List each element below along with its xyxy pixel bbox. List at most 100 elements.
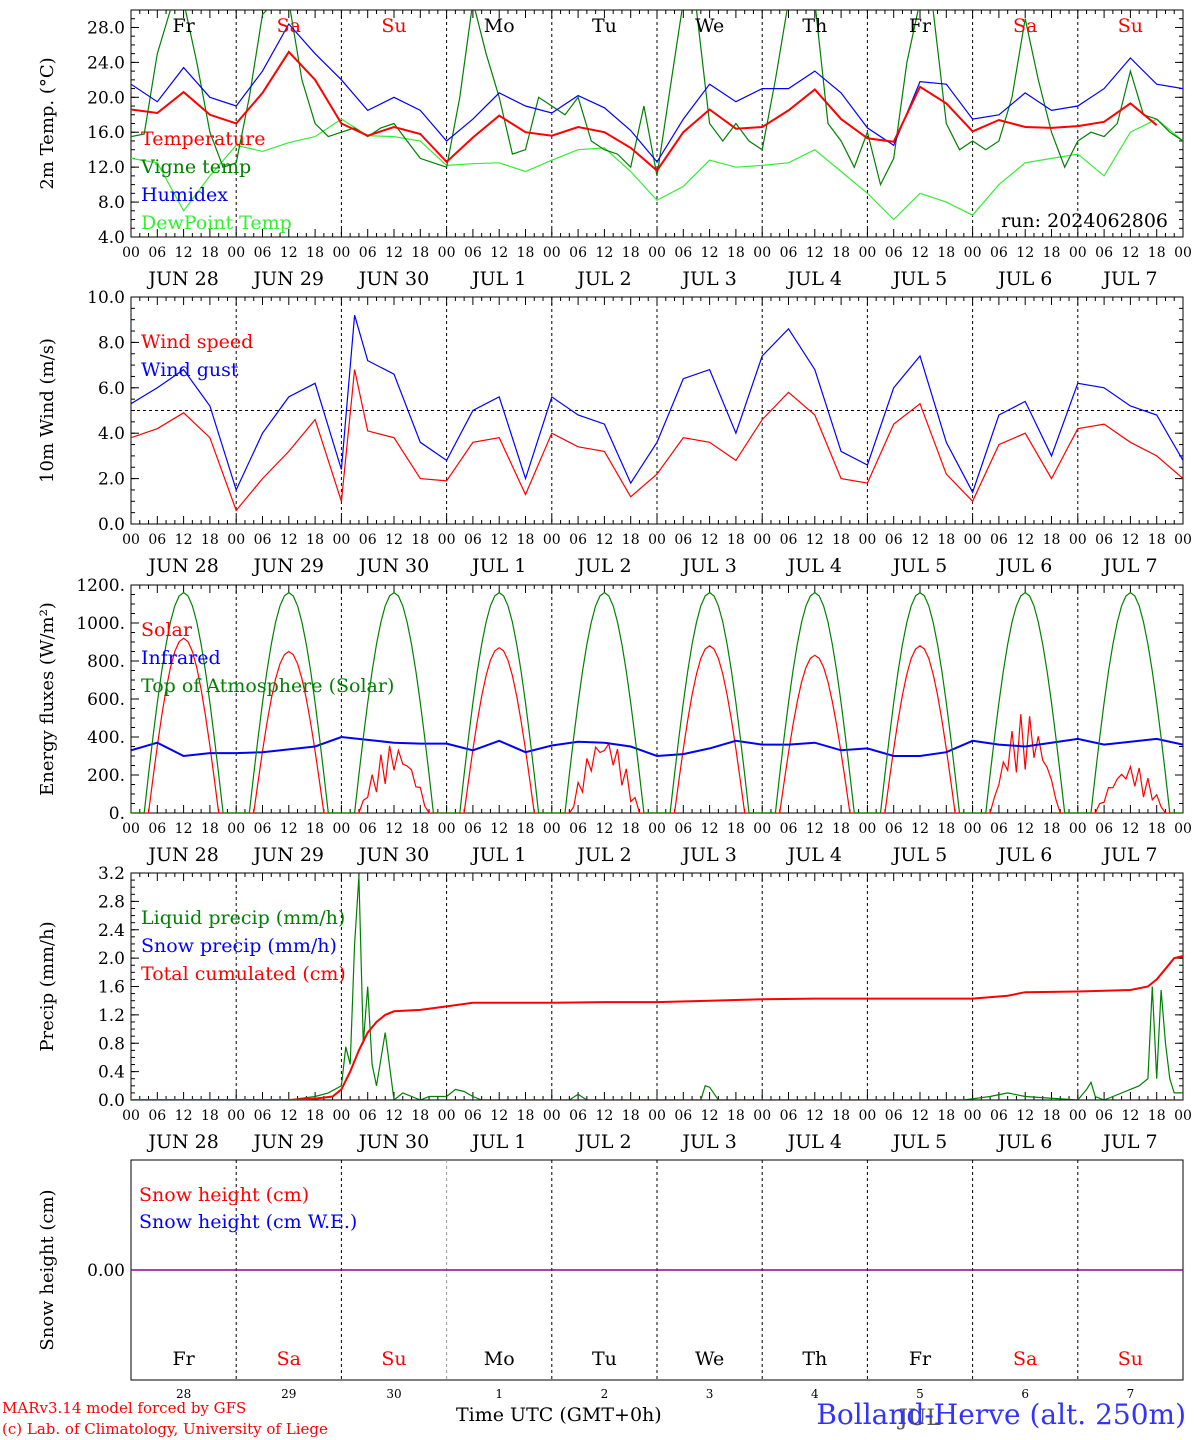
hour-tick-label: 12	[911, 1108, 929, 1124]
weekday-label: Sa	[1013, 15, 1037, 37]
series-line-wind-speed	[131, 369, 1183, 512]
series-line-total-cumulated-cm-	[131, 955, 1183, 1100]
date-label: JUN 28	[146, 1131, 218, 1153]
hour-tick-label: 06	[464, 532, 482, 548]
date-label: JUL 3	[680, 555, 736, 577]
hour-tick-label: 00	[1069, 245, 1087, 261]
day-number-label: 3	[706, 1387, 714, 1401]
date-label: JUL 4	[786, 555, 842, 577]
hour-tick-label: 18	[937, 245, 955, 261]
date-label: JUL 6	[996, 555, 1052, 577]
date-label: JUN 28	[146, 555, 218, 577]
legend-entry: Liquid precip (mm/h)	[141, 907, 345, 929]
legend-entry: Wind gust	[141, 359, 239, 381]
hour-tick-label: 06	[254, 821, 272, 837]
hour-tick-label: 12	[1016, 821, 1034, 837]
hour-tick-label: 06	[1095, 532, 1113, 548]
date-label: JUL 7	[1101, 844, 1157, 866]
day-number-label: 5	[916, 1387, 924, 1401]
y-tick-label: 1000.	[76, 614, 125, 634]
hour-tick-label: 18	[832, 532, 850, 548]
hour-tick-label: 00	[858, 532, 876, 548]
day-number-label: 6	[1021, 1387, 1029, 1401]
hour-tick-label: 06	[569, 821, 587, 837]
hour-tick-label: 00	[543, 245, 561, 261]
date-label: JUL 6	[996, 268, 1052, 290]
hour-tick-label: 06	[990, 245, 1008, 261]
date-label: JUN 29	[252, 844, 324, 866]
weekday-label: Su	[381, 15, 406, 37]
date-label: JUL 4	[786, 1131, 842, 1153]
hour-tick-label: 18	[306, 1108, 324, 1124]
weekday-label: Tu	[592, 1348, 617, 1370]
weekday-label: Su	[381, 1348, 406, 1370]
hour-tick-label: 06	[148, 1108, 166, 1124]
model-credit: MARv3.14 model forced by GFS	[2, 1399, 247, 1417]
series-line-vigne-temp	[131, 10, 1183, 187]
hour-tick-label: 06	[780, 821, 798, 837]
series-line-wind-gust	[131, 315, 1183, 494]
hour-tick-label: 06	[359, 821, 377, 837]
hour-tick-label: 18	[1148, 532, 1166, 548]
chart-panel-5: 0.00 Snow height (cm) Snow height (cm) Snow…	[37, 1159, 1184, 1431]
series-group	[131, 591, 1183, 813]
hour-tick-label: 06	[464, 1108, 482, 1124]
hour-tick-label: 18	[411, 1108, 429, 1124]
hour-tick-label: 00	[543, 1108, 561, 1124]
series-line-humidex	[131, 22, 1183, 163]
hour-tick-label: 12	[1121, 245, 1139, 261]
weekday-label: Sa	[1013, 1348, 1037, 1370]
hour-tick-label: 12	[385, 821, 403, 837]
y-axis-label: 10m Wind (m/s)	[37, 338, 58, 483]
day-number-label: 7	[1127, 1387, 1135, 1401]
series-line-dewpoint-temp	[131, 118, 1183, 221]
y-tick-label: 2.4	[98, 921, 125, 941]
hour-tick-label: 00	[227, 1108, 245, 1124]
day-number-label: 30	[386, 1387, 401, 1401]
hour-tick-label: 06	[674, 245, 692, 261]
hour-tick-label: 00	[438, 1108, 456, 1124]
hour-tick-label: 06	[464, 245, 482, 261]
hour-tick-label: 00	[753, 532, 771, 548]
date-label: JUN 28	[146, 268, 218, 290]
date-label: JUL 3	[680, 844, 736, 866]
y-tick-label: 28.0	[87, 18, 125, 38]
legend-entry: Temperature	[141, 128, 265, 150]
date-label: JUN 30	[357, 555, 429, 577]
hour-tick-label: 06	[674, 1108, 692, 1124]
hour-tick-label: 00	[122, 245, 140, 261]
hour-tick-label: 18	[937, 821, 955, 837]
hour-tick-label: 18	[622, 821, 640, 837]
y-tick-label: 600.	[87, 690, 125, 710]
hour-tick-label: 06	[569, 532, 587, 548]
legend-entry: Snow precip (mm/h)	[141, 935, 337, 957]
hour-tick-label: 00	[1069, 1108, 1087, 1124]
legend-entry: Solar	[141, 619, 193, 641]
legend-entry: Infrared	[141, 647, 221, 669]
hour-tick-label: 12	[806, 532, 824, 548]
hour-tick-label: 00	[964, 245, 982, 261]
hour-tick-label: 06	[254, 1108, 272, 1124]
series-line-top-of-atmosphere-solar-	[131, 591, 1183, 813]
month-label: JUL	[897, 1406, 941, 1431]
date-label: JUN 29	[252, 555, 324, 577]
hour-tick-label: 06	[990, 1108, 1008, 1124]
legend-entry: Snow height (cm W.E.)	[139, 1211, 357, 1233]
legend-entry: Total cumulated (cm)	[141, 963, 346, 985]
hour-tick-label: 06	[464, 821, 482, 837]
chart-panel-1: 4.0 8.0 12.0 16.0 20.0 24.0 28.0 2m Temp. (°C) T…	[37, 9, 1192, 290]
hour-tick-label: 18	[1043, 245, 1061, 261]
time-axis-title: Time UTC (GMT+0h)	[456, 1404, 662, 1426]
y-tick-label: 800.	[87, 652, 125, 672]
hour-tick-label: 18	[832, 245, 850, 261]
date-label: JUL 7	[1101, 555, 1157, 577]
hour-tick-label: 00	[438, 245, 456, 261]
hour-tick-label: 12	[595, 1108, 613, 1124]
y-tick-label: 16.0	[87, 123, 125, 143]
hour-tick-label: 12	[385, 532, 403, 548]
chart-panel-2: 0.0 2.0 4.0 6.0 8.0 10.0 10m Wind (m/s) Wind sp…	[37, 288, 1192, 577]
date-label: JUL 5	[891, 844, 947, 866]
series-group	[131, 315, 1183, 512]
day-number-label: 1	[495, 1387, 503, 1401]
date-label: JUL 5	[891, 268, 947, 290]
